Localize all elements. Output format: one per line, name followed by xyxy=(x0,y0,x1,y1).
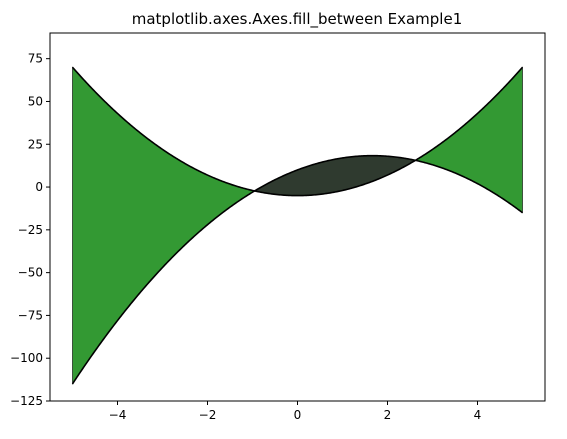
series-line-2 xyxy=(71,154,523,385)
chart-title: matplotlib.axes.Axes.fill_between Exampl… xyxy=(132,10,463,29)
x-tick-label: −2 xyxy=(199,408,217,422)
y-tick-label: 0 xyxy=(35,180,43,194)
x-axis: −4 −2 0 2 4 xyxy=(109,401,482,422)
y-axis: 75 50 25 0 −25 −50 −75 −100 −125 xyxy=(10,52,50,408)
y-tick-label: 25 xyxy=(28,137,43,151)
series-line-1 xyxy=(71,66,524,197)
x-tick-label: 2 xyxy=(384,408,392,422)
y-tick-label: −125 xyxy=(10,394,43,408)
y-tick-label: 50 xyxy=(28,94,43,108)
y-tick-label: 75 xyxy=(28,52,43,66)
y-tick-label: −50 xyxy=(18,266,43,280)
x-tick-label: 4 xyxy=(474,408,482,422)
y-tick-label: −100 xyxy=(10,351,43,365)
x-tick-label: −4 xyxy=(109,408,127,422)
fill-region-upper xyxy=(415,66,523,214)
x-tick-label: 0 xyxy=(294,408,302,422)
y-tick-label: −25 xyxy=(18,223,43,237)
plot-area xyxy=(49,32,546,402)
fill-region-lower xyxy=(254,155,416,196)
y-tick-label: −75 xyxy=(18,308,43,322)
fill-region-upper xyxy=(72,66,255,385)
